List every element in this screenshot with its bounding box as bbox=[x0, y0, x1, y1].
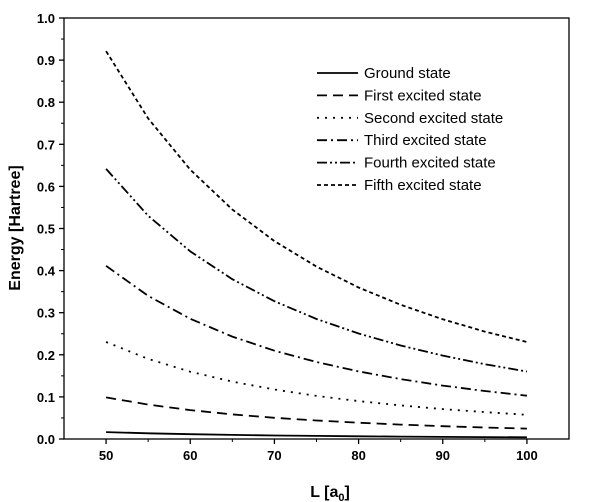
y-tick-label: 0.3 bbox=[37, 306, 55, 321]
y-tick-label: 0.4 bbox=[37, 264, 56, 279]
x-tick-label: 90 bbox=[436, 448, 450, 463]
y-tick-label: 0.7 bbox=[37, 137, 55, 152]
y-tick-label: 0.8 bbox=[37, 95, 55, 110]
x-tick-label: 100 bbox=[516, 448, 538, 463]
legend-label-2: First excited state bbox=[364, 87, 482, 104]
y-tick-label: 0.9 bbox=[37, 53, 55, 68]
x-axis-title-main: L [a bbox=[310, 484, 338, 501]
y-tick-label: 0.6 bbox=[37, 179, 55, 194]
legend-label-3: Second excited state bbox=[364, 110, 503, 127]
series-line-2 bbox=[105, 396, 527, 430]
y-tick-label: 0.5 bbox=[37, 222, 55, 237]
series-line-5 bbox=[105, 168, 528, 373]
legend-label-6: Fifth excited state bbox=[364, 177, 482, 194]
y-axis-title: Energy [Hartree] bbox=[7, 165, 24, 290]
y-tick-label: 0.1 bbox=[37, 390, 55, 405]
x-tick-label: 80 bbox=[351, 448, 365, 463]
x-axis-title-end: ] bbox=[344, 484, 349, 501]
y-tick-label: 0.2 bbox=[37, 348, 55, 363]
legend-label-4: Third excited state bbox=[364, 132, 487, 149]
x-tick-label: 50 bbox=[99, 448, 113, 463]
series-line-4 bbox=[105, 265, 527, 397]
series-line-6 bbox=[105, 50, 528, 343]
legend-label-1: Ground state bbox=[364, 65, 451, 82]
x-axis-title: L [a0] bbox=[310, 484, 350, 502]
series-layer bbox=[105, 50, 528, 439]
legend-label-5: Fourth excited state bbox=[364, 155, 496, 172]
series-line-3 bbox=[105, 341, 527, 416]
x-axis-title-subscript: 0 bbox=[338, 492, 344, 502]
plot-frame bbox=[63, 17, 570, 440]
x-tick-label: 70 bbox=[267, 448, 281, 463]
x-tick-label: 60 bbox=[183, 448, 197, 463]
y-tick-label: 0.0 bbox=[37, 432, 55, 447]
y-tick-label: 1.0 bbox=[37, 11, 55, 26]
ticks-layer: 50 60 70 80 90 100 0.0 0.1 0.2 0.3 0.4 0.5 0.6 0.7 0.8… bbox=[37, 11, 538, 463]
legend: Ground state First excited state Second ex… bbox=[317, 65, 503, 194]
series-line-1 bbox=[106, 431, 527, 439]
